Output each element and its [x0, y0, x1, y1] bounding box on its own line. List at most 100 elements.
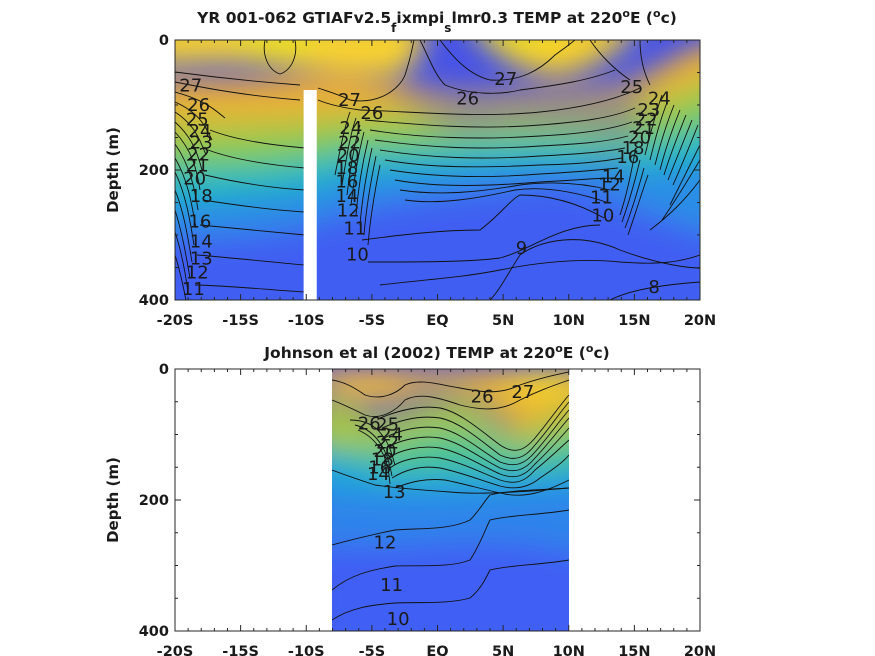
- title-top-sub-1: f: [391, 21, 397, 35]
- title-bottom-part-0: Johnson et al (2002) TEMP at 220: [263, 344, 555, 362]
- x-tick-label: -5S: [359, 313, 386, 329]
- contour-label: 22: [635, 109, 658, 130]
- contour-label: 18: [335, 158, 358, 179]
- contour-label: 22: [376, 432, 399, 453]
- contour-labels-top: 2726252423222120181614131211272624222018…: [179, 69, 670, 300]
- x-tick-label: -15S: [222, 644, 259, 656]
- contour-label: 26: [358, 413, 381, 434]
- contour-label: 20: [374, 441, 397, 462]
- x-tick-label: 10N: [553, 313, 585, 329]
- x-tick-label: -20S: [157, 644, 194, 656]
- x-tick-label: -5S: [359, 644, 386, 656]
- title-top-part-2: ixmpi: [396, 9, 444, 27]
- contour-label: 26: [471, 387, 494, 408]
- contour-label: 18: [622, 138, 645, 159]
- contour-label: 11: [590, 187, 613, 208]
- ylabel-top: Depth (m): [104, 127, 122, 213]
- x-tick-label: -10S: [288, 644, 325, 656]
- title-top-part-4: lmr0.3 TEMP at 220: [451, 9, 622, 27]
- x-tick-label: EQ: [426, 313, 448, 329]
- contour-label: 23: [190, 133, 213, 154]
- ticks-top: -20S -15S -10S -5S EQ 5N 10N 15N 20N 0 200 400: [139, 33, 716, 329]
- contour-label: 27: [338, 90, 361, 111]
- y-tick-label: 400: [139, 293, 169, 309]
- contour-label: 27: [494, 69, 517, 90]
- title-bottom-part-4: c): [593, 344, 609, 362]
- title-bottom-sup-3: o: [586, 342, 594, 355]
- title-top-part-6: E (: [630, 9, 653, 27]
- contours-bottom: [332, 371, 569, 621]
- contour-label: 20: [628, 128, 651, 149]
- contour-label: 11: [182, 279, 205, 300]
- contour-label: 24: [339, 118, 362, 139]
- x-tick-label: -20S: [157, 313, 194, 329]
- contour-label: 11: [380, 575, 403, 596]
- contour-label: 14: [367, 464, 390, 485]
- contour-label: 26: [187, 95, 210, 116]
- contour-label: 20: [183, 168, 206, 189]
- contour-label: 26: [456, 89, 479, 110]
- contour-label: 24: [188, 121, 211, 142]
- contour-label: 16: [335, 172, 358, 193]
- x-tick-label: 15N: [618, 644, 650, 656]
- x-tick-label: -10S: [288, 313, 325, 329]
- contour-label: 24: [648, 89, 671, 110]
- y-tick-label: 0: [159, 362, 169, 378]
- ticks-bottom: -20S -15S -10S -5S EQ 5N 10N 15N 20N 0 200 400: [139, 362, 716, 656]
- contour-label: 20: [337, 146, 360, 167]
- contour-label: 16: [616, 147, 639, 168]
- contour-label: 12: [598, 174, 621, 195]
- y-tick-label: 200: [139, 163, 169, 179]
- x-tick-label: 20N: [684, 644, 716, 656]
- contour-label: 16: [368, 457, 391, 478]
- title-top-sup-7: o: [653, 7, 661, 20]
- contour-label: 8: [648, 277, 659, 298]
- ylabel-bottom: Depth (m): [104, 457, 122, 543]
- title-bottom-part-2: E (: [563, 344, 586, 362]
- contour-label: 27: [511, 382, 534, 403]
- contour-label: 25: [186, 109, 209, 130]
- contour-label: 10: [346, 245, 369, 266]
- contour-label: 27: [179, 76, 202, 97]
- contour-label: 12: [374, 533, 397, 554]
- x-tick-label: 5N: [492, 313, 514, 329]
- x-tick-label: 10N: [553, 644, 585, 656]
- contour-label: 12: [186, 263, 209, 284]
- contour-label: 14: [602, 167, 625, 188]
- heatmap-field-top: 2726252423222120181614131211272624222018…: [175, 40, 700, 300]
- panel-title-top: YR 001-062 GTIAFv2.5fixmpislmr0.3 TEMP a…: [196, 7, 677, 35]
- x-tick-label: 20N: [684, 313, 716, 329]
- contour-label: 14: [190, 232, 213, 253]
- contour-label: 16: [188, 211, 211, 232]
- contours-top: [175, 40, 700, 300]
- title-top-sub-3: s: [444, 21, 451, 35]
- contour-label: 18: [371, 449, 394, 470]
- contour-label: 23: [637, 100, 660, 121]
- contour-label: 21: [632, 118, 655, 139]
- contour-label: 22: [187, 144, 210, 165]
- panel-title-bottom: Johnson et al (2002) TEMP at 220oE (oc): [263, 342, 609, 362]
- x-tick-label: EQ: [426, 644, 448, 656]
- contour-label: 25: [376, 415, 399, 436]
- title-top-part-0: YR 001-062 GTIAFv2.5: [196, 9, 391, 27]
- contour-label: 26: [360, 103, 383, 124]
- x-tick-label: 5N: [492, 644, 514, 656]
- title-top-sup-5: o: [622, 7, 630, 20]
- contour-label: 9: [516, 238, 527, 259]
- contour-label: 10: [591, 206, 614, 227]
- missing-data-band: [303, 90, 317, 300]
- title-top-part-8: c): [661, 9, 677, 27]
- contour-label: 13: [383, 482, 406, 503]
- contour-label: 25: [620, 77, 643, 98]
- y-tick-label: 400: [139, 624, 169, 640]
- contour-label: 24: [380, 425, 403, 446]
- contour-label: 13: [190, 248, 213, 269]
- title-bottom-sup-1: o: [555, 342, 563, 355]
- panel-top: 2726252423222120181614131211272624222018…: [104, 7, 716, 329]
- contour-label: 18: [190, 186, 213, 207]
- contour-label: 10: [387, 609, 410, 630]
